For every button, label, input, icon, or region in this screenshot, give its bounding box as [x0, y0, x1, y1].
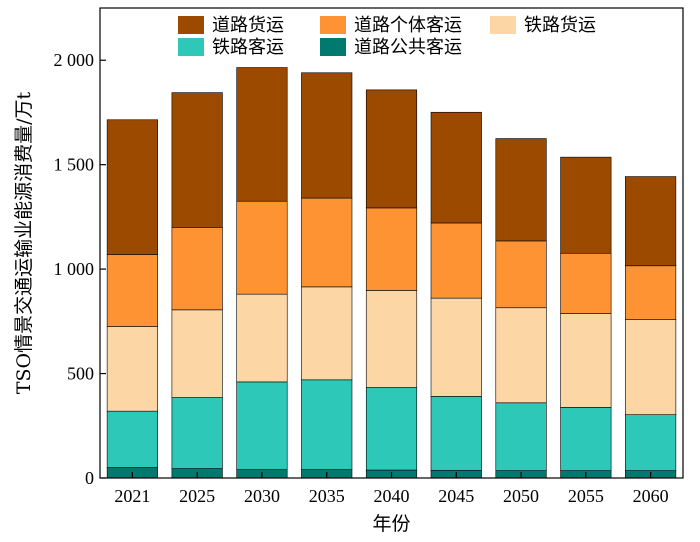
bar-2030-series-2 [236, 293, 288, 383]
x-tick-label: 2030 [244, 486, 280, 506]
bars-group [106, 67, 677, 479]
legend-swatch [178, 38, 204, 56]
bar-2030-series-1 [236, 381, 288, 470]
bar-2025-series-3 [171, 227, 223, 311]
bar-2050-series-1 [495, 402, 547, 471]
bar-2055-series-4 [560, 156, 612, 254]
legend-item: 道路货运 [178, 15, 284, 36]
bar-2050-series-2 [495, 307, 547, 404]
bar-2035-series-3 [301, 197, 353, 288]
bar-2050-series-3 [495, 240, 547, 309]
y-tick-label: 1 000 [54, 259, 95, 279]
y-axis-title: TSO情景交通运输业能源消费量/万t [13, 91, 35, 394]
bar-2021-series-2 [106, 326, 158, 412]
legend-swatch [320, 16, 346, 34]
legend-swatch [178, 16, 204, 34]
legend-label: 道路个体客运 [354, 15, 462, 36]
legend-item: 铁路客运 [178, 37, 284, 58]
bar-2035-series-2 [301, 286, 353, 381]
x-tick-label: 2060 [633, 486, 669, 506]
bar-2025-series-4 [171, 92, 223, 228]
bar-2050-series-4 [495, 138, 547, 242]
x-tick-label: 2055 [568, 486, 604, 506]
bar-2035-series-1 [301, 379, 353, 470]
bar-2045-series-4 [430, 111, 482, 224]
bar-2021-series-1 [106, 410, 158, 468]
bar-2021-series-4 [106, 119, 158, 255]
y-tick-label: 500 [67, 364, 94, 384]
y-tick-label: 2 000 [54, 50, 95, 70]
bar-2055-series-2 [560, 313, 612, 408]
bar-2040-series-3 [365, 207, 418, 291]
legend-label: 道路货运 [212, 15, 284, 36]
x-tick-label: 2040 [374, 486, 410, 506]
bar-2025-series-1 [171, 397, 223, 469]
bar-2045-series-3 [430, 222, 482, 299]
x-axis-title: 年份 [372, 513, 410, 535]
bar-2045-series-1 [430, 396, 482, 471]
bar-2055-series-1 [560, 407, 612, 471]
legend-label: 铁路货运 [524, 15, 596, 36]
legend-item: 道路个体客运 [320, 15, 462, 36]
bar-2060-series-1 [625, 414, 677, 471]
bar-2055-series-3 [560, 252, 612, 314]
x-tick-label: 2045 [438, 486, 474, 506]
x-tick-label: 2035 [309, 486, 345, 506]
legend-item: 铁路货运 [490, 15, 596, 36]
bar-2040-series-4 [365, 89, 418, 209]
bar-2040-series-2 [365, 290, 418, 388]
legend-label: 铁路客运 [212, 37, 284, 58]
bar-2021-series-3 [106, 254, 158, 327]
x-tick-label: 2025 [179, 486, 215, 506]
x-tick-label: 2021 [114, 486, 150, 506]
y-tick-label: 0 [85, 468, 94, 488]
bar-2035-series-4 [301, 72, 353, 199]
legend-swatch [490, 16, 516, 34]
bar-2045-series-2 [430, 297, 482, 397]
bar-2060-series-4 [625, 176, 677, 267]
legend-swatch [320, 38, 346, 56]
bar-2030-series-3 [236, 200, 288, 295]
bar-2030-series-4 [236, 67, 288, 202]
x-tick-label: 2050 [503, 486, 539, 506]
legend-item: 道路公共客运 [320, 37, 462, 58]
y-tick-label: 1 500 [54, 155, 95, 175]
bar-2040-series-1 [365, 387, 418, 471]
legend-label: 道路公共客运 [354, 37, 462, 58]
bar-2025-series-2 [171, 309, 223, 398]
axes-group: 0 500 1 000 1 500 2 000 2021 2025 2030 2035 2040 2… [54, 50, 669, 506]
bar-2060-series-3 [625, 265, 677, 320]
bar-2060-series-2 [625, 319, 677, 416]
